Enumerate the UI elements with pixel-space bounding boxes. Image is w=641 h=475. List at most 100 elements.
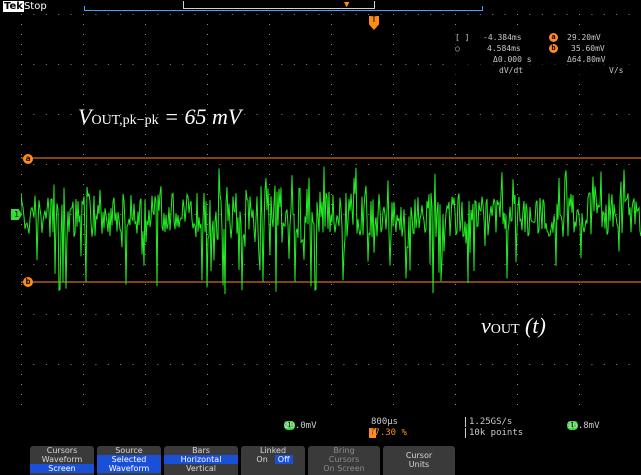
grid-dot bbox=[95, 264, 97, 265]
grid-dot bbox=[517, 314, 518, 315]
grid-dot bbox=[541, 364, 543, 365]
grid-dot bbox=[231, 314, 233, 315]
grid-dot bbox=[455, 184, 456, 185]
cursor-a-voltage: 29.20mV bbox=[567, 33, 601, 42]
grid-dot bbox=[231, 64, 233, 65]
grid-dot bbox=[318, 114, 320, 115]
grid-dot bbox=[281, 314, 283, 315]
grid-dot bbox=[83, 224, 84, 225]
grid-dot bbox=[455, 284, 456, 285]
grid-dot bbox=[455, 314, 456, 315]
grid-dot bbox=[145, 284, 146, 285]
source-softkey[interactable]: Source Selected Waveform bbox=[97, 446, 161, 475]
grid-dot bbox=[145, 194, 146, 195]
grid-dot bbox=[566, 164, 568, 165]
grid-dot bbox=[479, 364, 481, 365]
grid-dot bbox=[455, 364, 456, 365]
grid-dot bbox=[517, 304, 518, 305]
grid-dot bbox=[368, 114, 370, 115]
grid-dot bbox=[120, 314, 122, 315]
grid-dot bbox=[83, 154, 84, 155]
grid-dot bbox=[405, 164, 407, 165]
grid-dot bbox=[269, 24, 270, 25]
grid-dot bbox=[430, 264, 432, 265]
grid-dot bbox=[517, 234, 518, 235]
bring-cursors-on-screen-softkey[interactable]: Bring Cursors On Screen bbox=[308, 446, 380, 475]
acquisition-readouts: 1 20.0mV ⊘ 800µs T 37.30 % 1.25GS/s 10k p… bbox=[284, 417, 600, 438]
cursor-units-softkey[interactable]: Cursor Units bbox=[383, 446, 455, 475]
horizontal-scale[interactable]: 800µs bbox=[371, 417, 399, 427]
grid-dot bbox=[455, 154, 456, 155]
grid-dot bbox=[455, 194, 456, 195]
grid-dot bbox=[169, 364, 171, 365]
grid-dot bbox=[58, 14, 60, 15]
grid-dot bbox=[541, 164, 543, 165]
grid-dot bbox=[182, 114, 184, 115]
grid-dot bbox=[467, 214, 469, 215]
grid-dot bbox=[554, 164, 556, 165]
grid-dot bbox=[21, 264, 22, 265]
grid-dot bbox=[591, 14, 593, 15]
grid-dot bbox=[517, 164, 518, 165]
grid-dot bbox=[169, 314, 171, 315]
grid-dot bbox=[517, 374, 518, 375]
grid-dot bbox=[145, 264, 146, 265]
grid-dot bbox=[269, 374, 270, 375]
cursor-b-marker[interactable]: b bbox=[23, 277, 33, 287]
grid-dot bbox=[517, 264, 518, 265]
grid-dot bbox=[269, 264, 270, 265]
grid-dot bbox=[579, 254, 580, 255]
grid-dot bbox=[331, 354, 332, 355]
grid-dot bbox=[207, 204, 208, 205]
grid-dot bbox=[83, 124, 84, 125]
grid-dot bbox=[256, 114, 258, 115]
grid-dot bbox=[157, 114, 159, 115]
linked-softkey[interactable]: Linked On Off bbox=[241, 446, 305, 475]
grid-dot bbox=[368, 64, 370, 65]
grid-dot bbox=[21, 224, 22, 225]
grid-dot bbox=[145, 314, 146, 315]
grid-dot bbox=[331, 264, 332, 265]
grid-dot bbox=[21, 64, 22, 65]
grid-dot bbox=[231, 14, 233, 15]
grid-dot bbox=[281, 264, 283, 265]
grid-dot bbox=[603, 164, 605, 165]
grid-dot bbox=[70, 164, 72, 165]
grid-dot bbox=[355, 314, 357, 315]
trigger-point-marker[interactable]: T bbox=[369, 16, 379, 30]
grid-dot bbox=[492, 164, 494, 165]
grid-dot bbox=[45, 64, 47, 65]
grid-dot bbox=[58, 364, 60, 365]
grid-dot bbox=[343, 14, 345, 15]
bars-softkey[interactable]: Bars Horizontal Vertical bbox=[164, 446, 238, 475]
grid-dot bbox=[517, 354, 518, 355]
channel-1-ground-marker[interactable]: 1 bbox=[11, 209, 22, 220]
cursor-a-marker[interactable]: a bbox=[23, 154, 33, 164]
grid-dot bbox=[517, 384, 518, 385]
grid-dot bbox=[455, 104, 456, 105]
grid-dot bbox=[331, 234, 332, 235]
grid-dot bbox=[207, 24, 208, 25]
grid-dot bbox=[455, 144, 456, 145]
grid-dot bbox=[145, 84, 146, 85]
grid-dot bbox=[70, 314, 72, 315]
grid-dot bbox=[455, 404, 456, 405]
grid-dot bbox=[318, 314, 320, 315]
grid-dot bbox=[579, 164, 580, 165]
grid-dot bbox=[393, 164, 394, 165]
grid-dot bbox=[579, 314, 580, 315]
grid-dot bbox=[517, 84, 518, 85]
grid-dot bbox=[393, 254, 394, 255]
grid-dot bbox=[21, 404, 22, 405]
grid-dot bbox=[393, 174, 394, 175]
record-length: 10k points bbox=[465, 428, 523, 438]
grid-dot bbox=[281, 64, 283, 65]
grid-dot bbox=[269, 284, 270, 285]
grid-dot bbox=[293, 64, 295, 65]
grid-dot bbox=[169, 114, 171, 115]
grid-dot bbox=[58, 314, 60, 315]
grid-dot bbox=[492, 214, 494, 215]
grid-dot bbox=[83, 84, 84, 85]
grid-dot bbox=[579, 334, 580, 335]
cursors-softkey[interactable]: Cursors Waveform Screen bbox=[30, 446, 94, 475]
